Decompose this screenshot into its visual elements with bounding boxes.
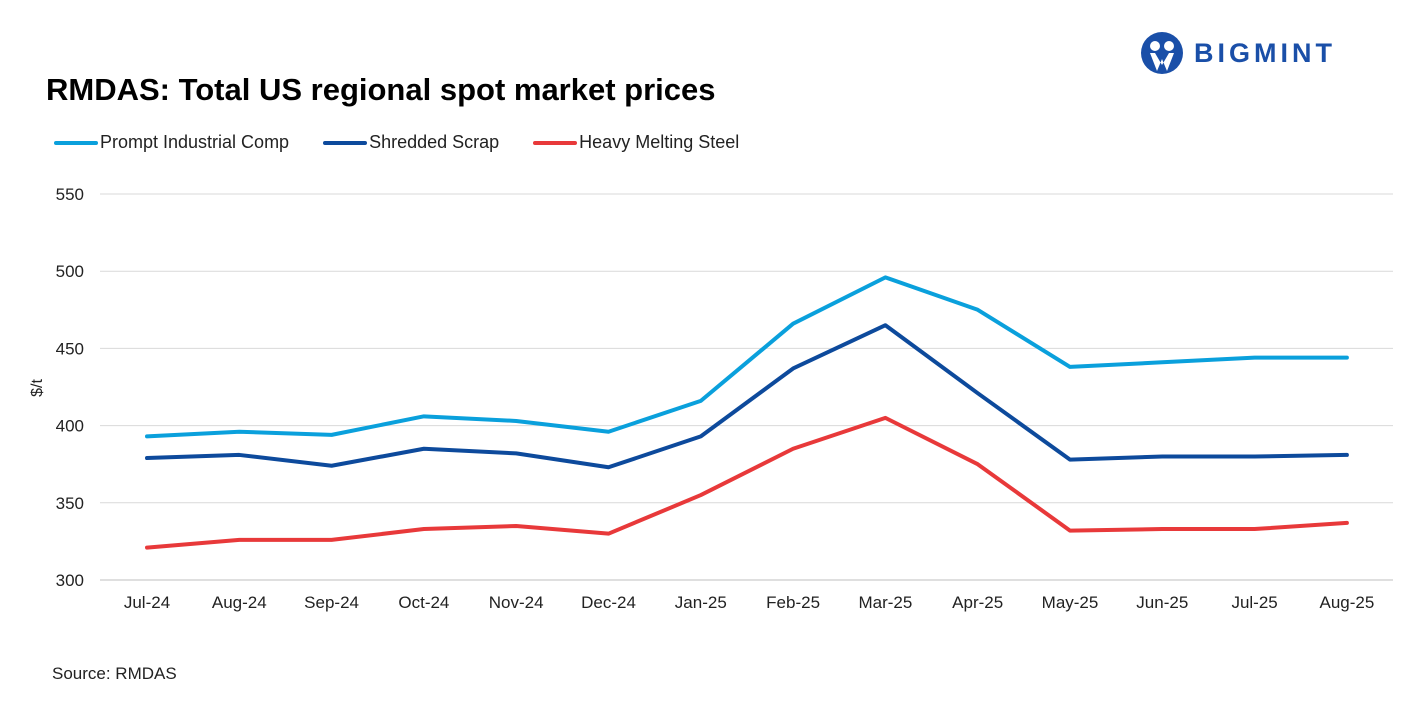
y-tick-label: 500 (56, 262, 84, 281)
x-tick-label: Dec-24 (581, 593, 636, 612)
x-tick-label: Mar-25 (858, 593, 912, 612)
legend-item-shredded: Shredded Scrap (323, 132, 499, 153)
x-tick-label: May-25 (1042, 593, 1099, 612)
legend-swatch (54, 140, 98, 145)
series-line-2 (145, 415, 1349, 550)
x-tick-label: Sep-24 (304, 593, 359, 612)
legend: Prompt Industrial Comp Shredded Scrap He… (54, 132, 773, 153)
y-tick-label: 350 (56, 494, 84, 513)
legend-label: Heavy Melting Steel (579, 132, 740, 152)
legend-label: Shredded Scrap (369, 132, 500, 152)
x-tick-label: Nov-24 (489, 593, 544, 612)
x-tick-label: Apr-25 (952, 593, 1003, 612)
legend-swatch (533, 140, 578, 145)
x-tick-label: Jun-25 (1136, 593, 1188, 612)
x-tick-label: Feb-25 (766, 593, 820, 612)
y-tick-label: 450 (56, 339, 84, 358)
legend-label: Prompt Industrial Comp (100, 132, 290, 152)
legend-item-hms: Heavy Melting Steel (533, 132, 739, 153)
x-tick-label: Jul-25 (1231, 593, 1277, 612)
bigmint-logo: BIGMINT (1140, 31, 1336, 75)
series-line-1 (145, 323, 1349, 470)
x-tick-label: Aug-24 (212, 593, 267, 612)
x-tick-label: Oct-24 (398, 593, 449, 612)
x-tick-label: Jan-25 (675, 593, 727, 612)
legend-item-prompt: Prompt Industrial Comp (54, 132, 289, 153)
chart-title: RMDAS: Total US regional spot market pri… (46, 72, 716, 107)
legend-swatch (323, 140, 368, 145)
source-note: Source: RMDAS (52, 664, 177, 683)
x-tick-label: Jul-24 (124, 593, 170, 612)
x-tick-label: Aug-25 (1319, 593, 1374, 612)
logo-icon (1141, 32, 1183, 74)
y-axis-label: $/t (29, 379, 46, 397)
y-tick-label: 300 (56, 571, 84, 590)
y-tick-label: 550 (56, 185, 84, 204)
y-tick-label: 400 (56, 417, 84, 436)
logo-text: BIGMINT (1194, 37, 1336, 68)
series-line-0 (145, 275, 1349, 439)
